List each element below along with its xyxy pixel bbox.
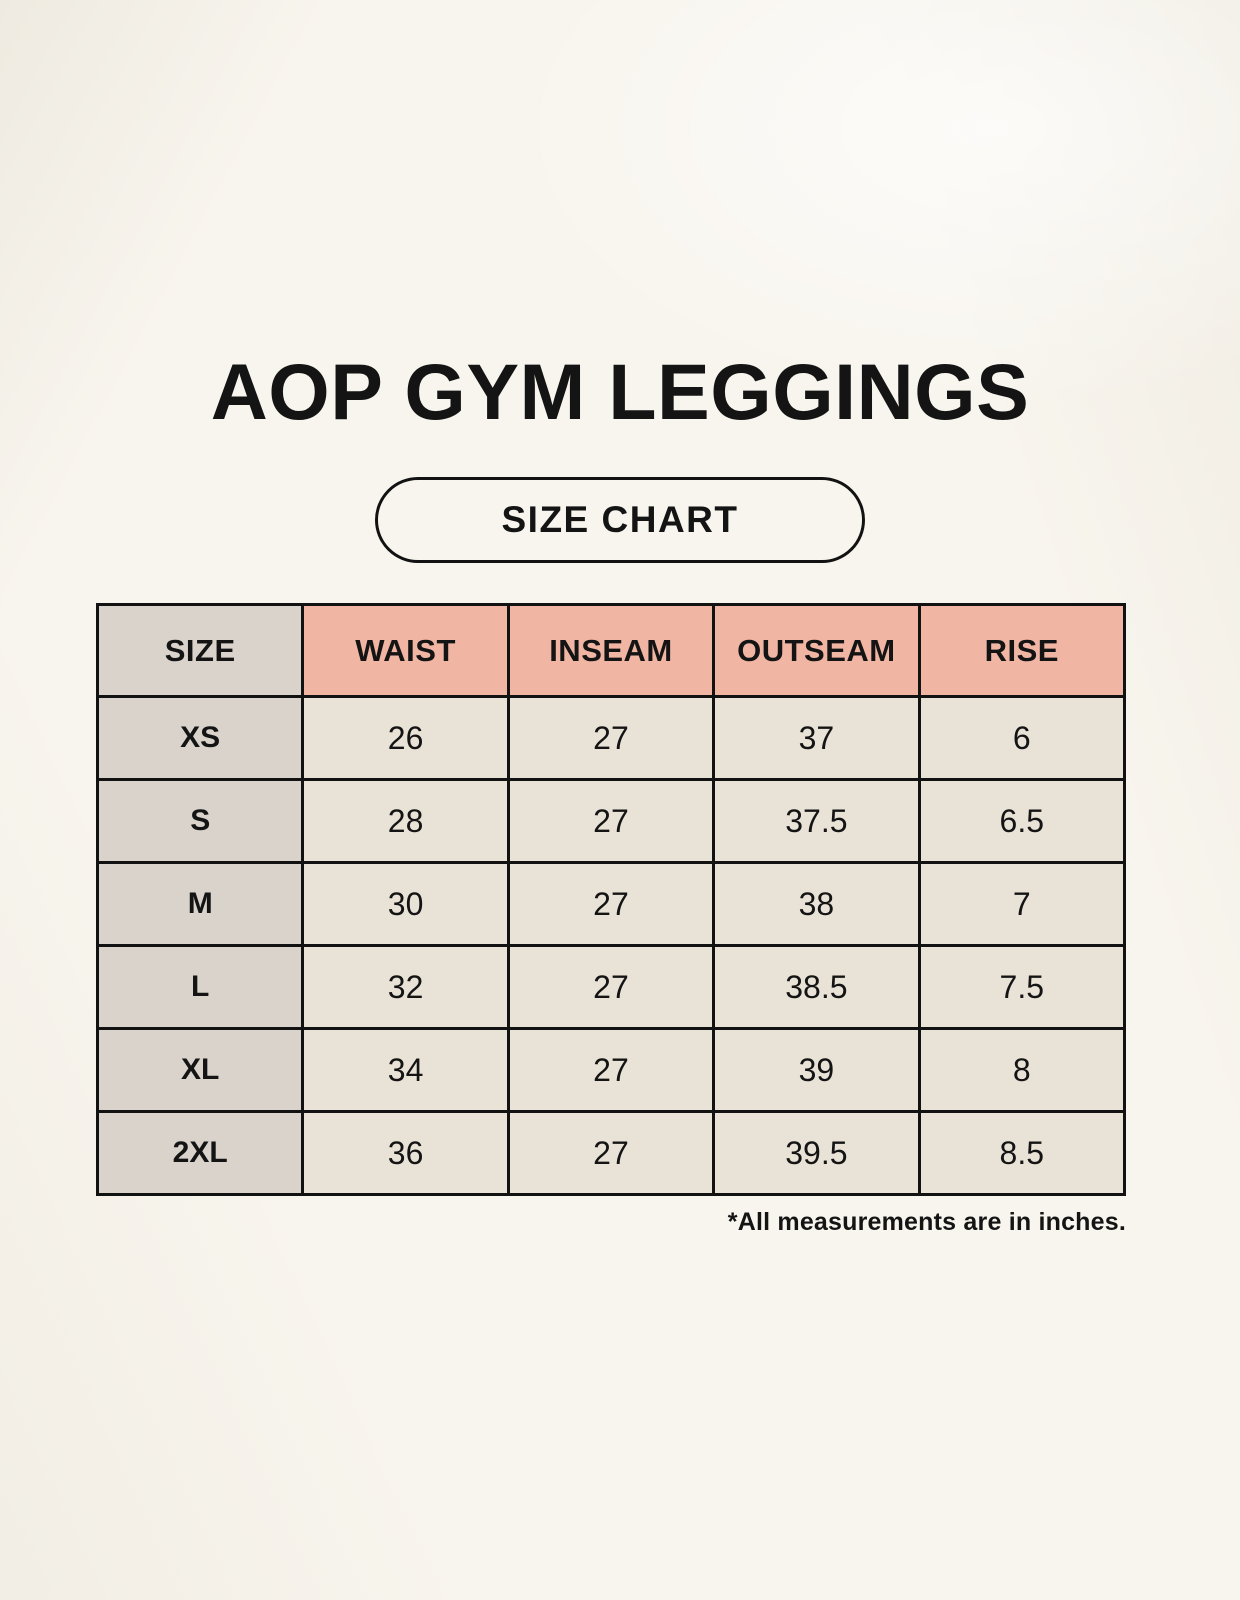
column-header-waist: WAIST <box>301 603 510 698</box>
size-label-cell: L <box>95 944 305 1030</box>
size-chart-table: SIZE WAIST INSEAM OUTSEAM RISE XS 26 27 37 6 S 28 2… <box>95 603 1127 1196</box>
table-row-xl: XL 34 27 39 8 <box>95 1027 1127 1113</box>
column-header-outseam: OUTSEAM <box>712 603 921 698</box>
inseam-value-cell: 27 <box>506 778 716 864</box>
table-row-s: S 28 27 37.5 6.5 <box>95 778 1127 864</box>
rise-value-cell: 6.5 <box>917 778 1127 864</box>
outseam-value-cell: 38.5 <box>712 944 921 1030</box>
column-header-size: SIZE <box>95 603 305 698</box>
inseam-value-cell: 27 <box>506 861 716 947</box>
page-title: AOP GYM LEGGINGS <box>210 347 1030 436</box>
outseam-value-cell: 37 <box>712 695 921 781</box>
rise-value-cell: 7 <box>917 861 1127 947</box>
size-label-cell: S <box>95 778 305 864</box>
rise-value-cell: 7.5 <box>917 944 1127 1030</box>
inseam-value-cell: 27 <box>506 1110 716 1196</box>
outseam-value-cell: 39.5 <box>712 1110 921 1196</box>
size-chart-table-header: SIZE WAIST INSEAM OUTSEAM RISE <box>95 603 1127 698</box>
waist-value-cell: 30 <box>301 861 510 947</box>
outseam-value-cell: 38 <box>712 861 921 947</box>
size-chart-badge[interactable]: SIZE CHART <box>375 477 865 563</box>
size-chart-table-body: XS 26 27 37 6 S 28 27 37.5 6.5 M 30 27 38 7 L 32 27 38.5 7.… <box>95 695 1127 1196</box>
size-chart-badge-container: SIZE CHART <box>0 477 1240 563</box>
table-row-m: M 30 27 38 7 <box>95 861 1127 947</box>
column-header-inseam: INSEAM <box>506 603 716 698</box>
waist-value-cell: 34 <box>301 1027 510 1113</box>
size-label-cell: M <box>95 861 305 947</box>
rise-value-cell: 6 <box>917 695 1127 781</box>
inseam-value-cell: 27 <box>506 944 716 1030</box>
measurements-footnote: *All measurements are in inches. <box>727 1208 1126 1236</box>
size-label-cell: XL <box>95 1027 305 1113</box>
waist-value-cell: 26 <box>301 695 510 781</box>
size-label-cell: 2XL <box>95 1110 305 1196</box>
outseam-value-cell: 39 <box>712 1027 921 1113</box>
inseam-value-cell: 27 <box>506 1027 716 1113</box>
waist-value-cell: 36 <box>301 1110 510 1196</box>
table-row-2xl: 2XL 36 27 39.5 8.5 <box>95 1110 1127 1196</box>
rise-value-cell: 8 <box>917 1027 1127 1113</box>
waist-value-cell: 32 <box>301 944 510 1030</box>
column-header-rise: RISE <box>917 603 1127 698</box>
size-label-cell: XS <box>95 695 305 781</box>
table-row-xs: XS 26 27 37 6 <box>95 695 1127 781</box>
rise-value-cell: 8.5 <box>917 1110 1127 1196</box>
header-row: SIZE WAIST INSEAM OUTSEAM RISE <box>95 603 1127 698</box>
table-row-l: L 32 27 38.5 7.5 <box>95 944 1127 1030</box>
inseam-value-cell: 27 <box>506 695 716 781</box>
outseam-value-cell: 37.5 <box>712 778 921 864</box>
waist-value-cell: 28 <box>301 778 510 864</box>
